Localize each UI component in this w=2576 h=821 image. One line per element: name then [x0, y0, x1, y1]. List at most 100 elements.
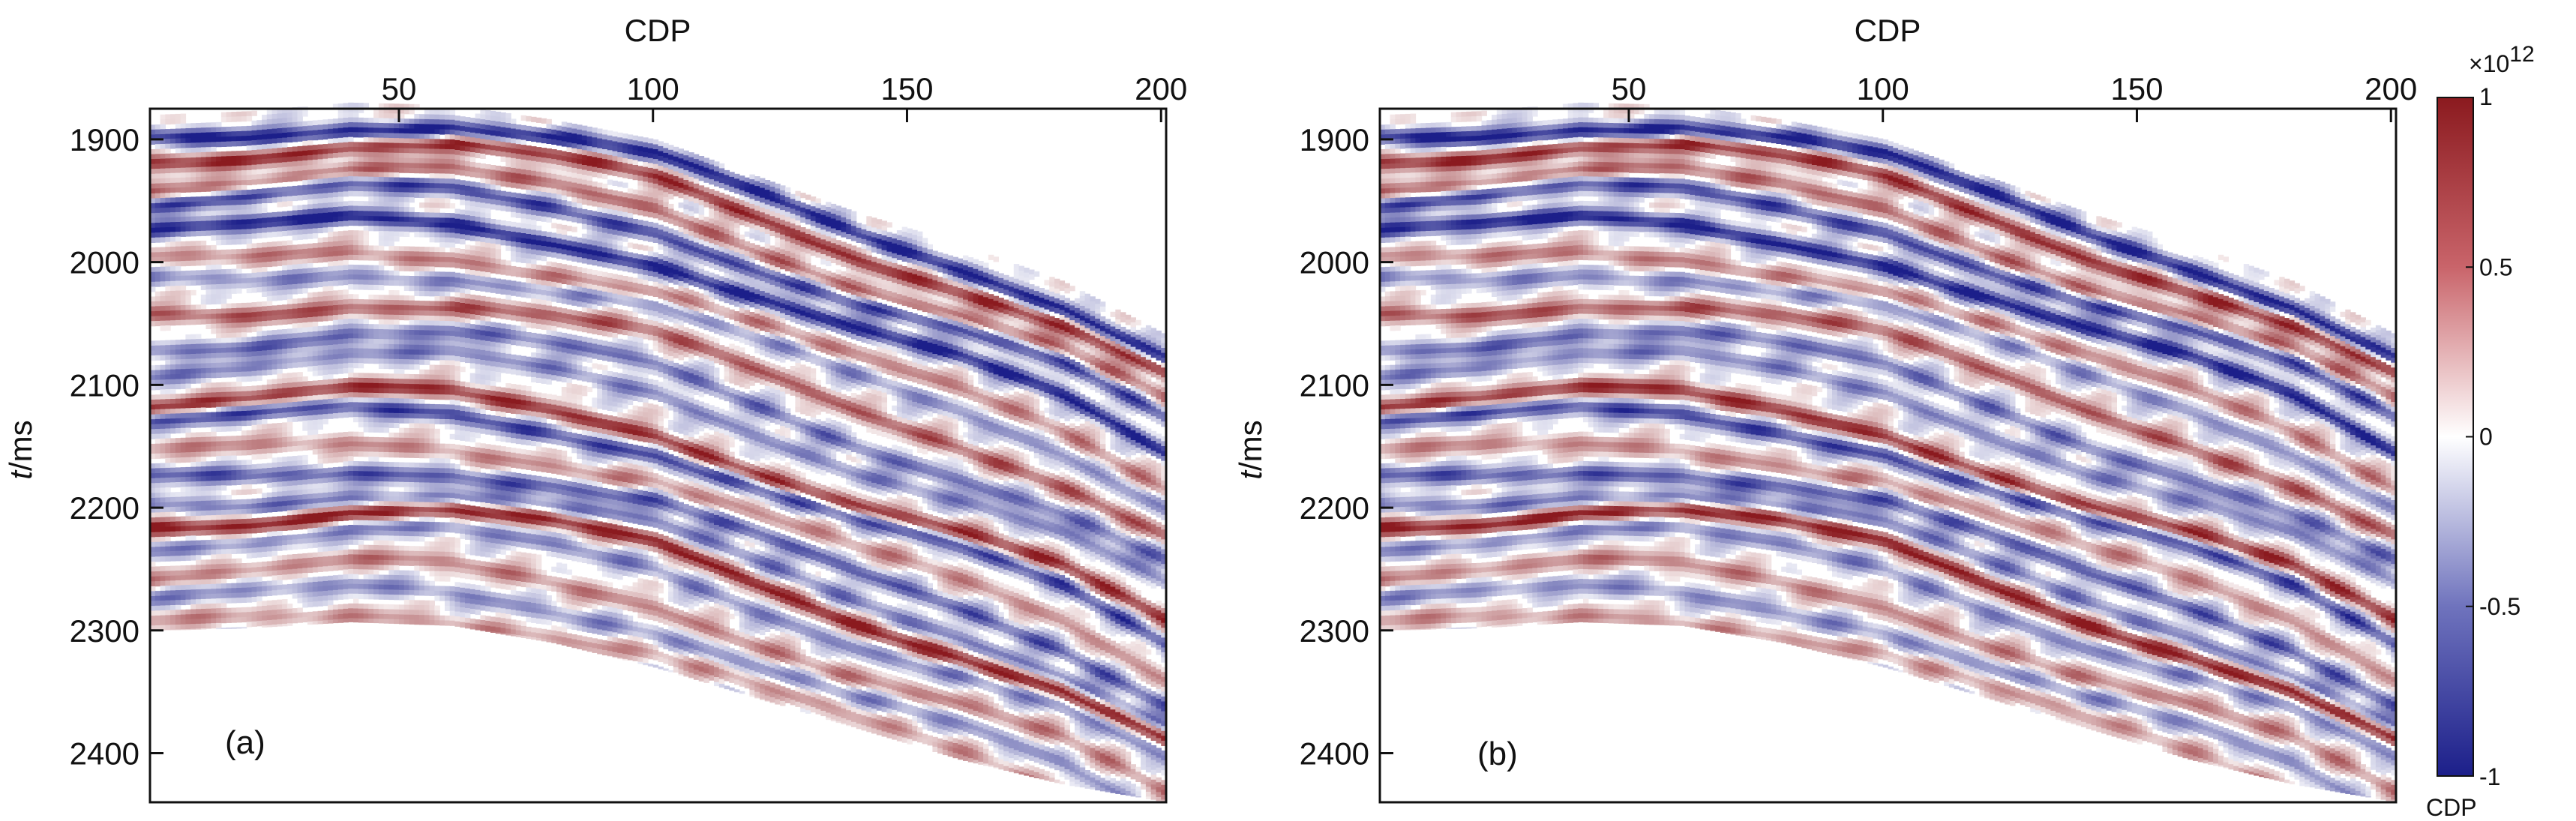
seismic-cell	[394, 550, 400, 556]
seismic-cell	[353, 441, 359, 447]
seismic-cell	[353, 279, 359, 285]
seismic-cell	[256, 503, 262, 509]
seismic-cell	[220, 249, 227, 255]
seismic-cell	[317, 591, 323, 597]
seismic-cell	[226, 229, 232, 235]
seismic-cell	[388, 300, 394, 306]
seismic-cell	[266, 507, 273, 513]
seismic-cell	[226, 445, 232, 451]
seismic-cell	[337, 123, 344, 129]
seismic-cell	[154, 183, 161, 189]
seismic-cell	[348, 338, 354, 344]
seismic-cell	[322, 487, 328, 493]
seismic-cell	[236, 126, 242, 132]
seismic-cell	[388, 589, 394, 595]
seismic-cell	[241, 411, 247, 417]
seismic-cell	[322, 556, 328, 562]
seismic-cell	[286, 471, 293, 477]
seismic-cell	[383, 422, 390, 428]
seismic-cell	[307, 611, 313, 617]
seismic-cell	[185, 196, 191, 202]
seismic-cell	[348, 475, 354, 481]
seismic-cell	[246, 622, 253, 628]
seismic-cell	[282, 403, 288, 409]
seismic-cell	[373, 604, 379, 610]
seismic-cell	[373, 584, 379, 590]
seismic-cell	[266, 433, 273, 439]
seismic-cell	[343, 250, 349, 256]
seismic-cell	[409, 531, 415, 537]
seismic-cell	[368, 604, 374, 610]
seismic-cell	[160, 547, 166, 553]
seismic-cell	[216, 446, 222, 452]
seismic-cell	[332, 177, 339, 183]
seismic-cell	[211, 373, 217, 379]
seismic-cell	[190, 624, 196, 630]
seismic-cell	[403, 153, 410, 159]
seismic-cell	[317, 188, 323, 194]
seismic-cell	[373, 226, 379, 232]
seismic-cell	[175, 452, 181, 458]
seismic-cell	[394, 246, 400, 252]
seismic-cell	[317, 301, 323, 307]
seismic-cell	[409, 359, 415, 365]
seismic-cell	[373, 540, 379, 546]
seismic-cell	[271, 403, 277, 409]
seismic-cell	[409, 286, 415, 292]
seismic-cell	[322, 601, 328, 607]
seismic-cell	[211, 529, 217, 535]
seismic-cell	[251, 287, 257, 293]
seismic-cell	[337, 137, 344, 143]
seismic-cell	[241, 406, 247, 412]
seismic-cell	[332, 271, 339, 277]
seismic-cell	[363, 564, 369, 570]
seismic-cell	[394, 118, 400, 124]
seismic-cell	[337, 157, 344, 163]
seismic-cell	[256, 385, 262, 391]
seismic-cell	[394, 388, 400, 394]
seismic-cell	[348, 171, 354, 177]
seismic-cell	[190, 506, 196, 512]
seismic-cell	[343, 309, 349, 315]
seismic-cell	[394, 565, 400, 571]
seismic-cell	[231, 401, 237, 407]
seismic-cell	[282, 162, 288, 168]
seismic-cell	[185, 246, 191, 252]
seismic-cell	[322, 526, 328, 532]
seismic-cell	[307, 499, 313, 505]
seismic-cell	[337, 506, 344, 512]
seismic-cell	[226, 568, 232, 574]
seismic-cell	[196, 201, 202, 207]
seismic-cell	[302, 126, 308, 132]
seismic-cell	[154, 223, 161, 229]
seismic-cell	[185, 457, 191, 463]
seismic-cell	[414, 398, 420, 404]
seismic-cell	[409, 482, 415, 488]
seismic-cell	[292, 215, 298, 221]
seismic-cell	[302, 263, 308, 269]
seismic-cell	[348, 436, 354, 442]
seismic-cell	[394, 256, 400, 262]
seismic-cell	[196, 147, 202, 153]
seismic-cell	[190, 526, 196, 532]
seismic-cell	[256, 571, 262, 577]
seismic-cell	[271, 457, 277, 463]
seismic-cell	[399, 506, 405, 512]
seismic-cell	[337, 231, 344, 237]
seismic-cell	[216, 466, 222, 472]
seismic-cell	[399, 398, 405, 404]
seismic-cell	[348, 235, 354, 241]
seismic-cell	[297, 436, 303, 442]
seismic-cell	[312, 341, 319, 347]
seismic-cell	[262, 227, 268, 233]
seismic-cell	[363, 481, 369, 487]
seismic-cell	[409, 614, 415, 620]
seismic-cell	[388, 206, 394, 212]
seismic-cell	[154, 497, 161, 503]
seismic-cell	[160, 345, 166, 351]
seismic-cell	[297, 382, 303, 388]
seismic-cell	[282, 127, 288, 133]
seismic-cell	[383, 530, 390, 536]
seismic-cell	[388, 226, 394, 232]
seismic-cell	[211, 583, 217, 589]
